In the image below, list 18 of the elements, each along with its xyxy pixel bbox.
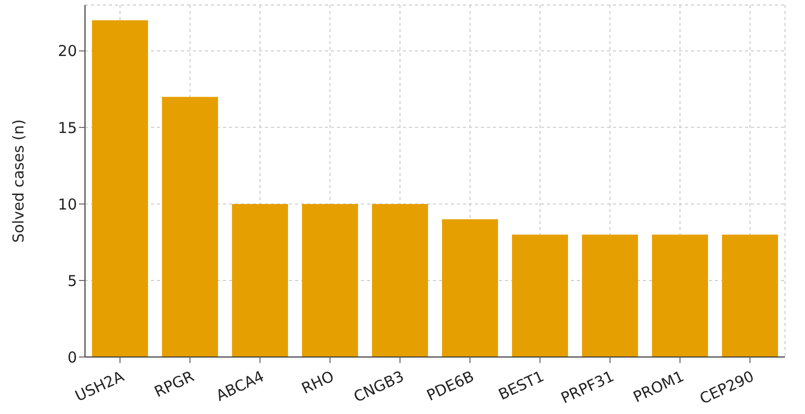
bar: [512, 234, 568, 357]
y-tick-label: 0: [67, 348, 77, 366]
y-tick-label: 10: [58, 195, 77, 214]
y-tick-label: 20: [58, 42, 77, 60]
bar: [652, 234, 708, 357]
x-tick-label: RPGR: [152, 367, 197, 402]
bar: [722, 234, 778, 357]
bar: [92, 20, 148, 357]
bar: [372, 204, 428, 357]
bar: [162, 96, 218, 357]
bar: [302, 204, 358, 357]
y-tick-label: 15: [58, 118, 77, 137]
x-tick-label: RHO: [298, 367, 337, 398]
bar: [582, 234, 638, 357]
bar: [442, 219, 498, 357]
bar: [232, 204, 288, 357]
y-tick-label: 5: [67, 272, 77, 290]
y-axis-title: Solved cases (n): [9, 119, 28, 243]
